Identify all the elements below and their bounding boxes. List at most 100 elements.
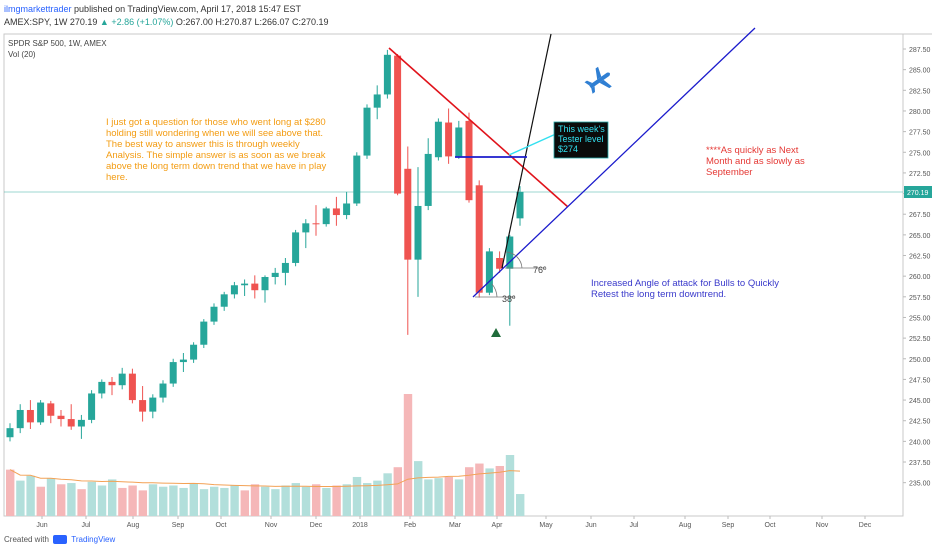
note-left-line: above the long term down trend that we h…: [106, 161, 326, 172]
volume-bar: [414, 461, 423, 516]
chart-header: ilmgmarkettrader published on TradingVie…: [0, 0, 932, 36]
volume-bar: [485, 468, 494, 516]
volume-bar: [301, 486, 311, 516]
candle-body: [47, 403, 55, 416]
candle-body: [77, 419, 85, 427]
volume-bar: [97, 485, 107, 516]
author-link[interactable]: ilmgmarkettrader: [4, 4, 72, 14]
volume-bar: [403, 394, 413, 516]
support-trend-line: [472, 27, 756, 298]
candle-body: [261, 276, 269, 291]
volume-bar: [516, 494, 525, 516]
volume-bar: [424, 479, 433, 516]
airplane-tail: [584, 80, 596, 94]
volume-bar: [291, 483, 300, 516]
published-text: published on TradingView.com, April 17, …: [74, 4, 302, 14]
y-tick-label: 235.00: [909, 481, 931, 488]
volume-bar: [373, 480, 382, 516]
volume-bar: [210, 486, 219, 516]
volume-bar: [312, 484, 321, 516]
volume-bar: [383, 473, 392, 516]
x-tick-label: Nov: [265, 522, 278, 529]
note-right-line: September: [706, 167, 752, 178]
y-tick-label: 282.50: [909, 88, 931, 95]
tradingview-link[interactable]: TradingView: [71, 535, 116, 544]
volume-bar: [189, 483, 198, 516]
chart-title: SPDR S&P 500, 1W, AMEX: [8, 39, 107, 48]
x-tick-label: 2018: [352, 522, 368, 529]
x-tick-label: Dec: [859, 522, 872, 529]
angle-label-38: 38º: [502, 294, 516, 304]
y-tick-label: 285.00: [909, 68, 931, 75]
candle-body: [292, 232, 300, 263]
candle-body: [485, 251, 493, 293]
volume-bar: [159, 486, 168, 516]
volume-bar: [454, 479, 464, 516]
candle-body: [169, 362, 177, 384]
volume-bar: [6, 469, 15, 516]
candle-body: [322, 208, 330, 225]
y-tick-label: 242.50: [909, 419, 931, 426]
volume-bar: [261, 486, 270, 516]
last-price-label: 270.19: [907, 190, 929, 197]
y-tick-label: 262.50: [909, 254, 931, 261]
y-tick-label: 255.00: [909, 315, 931, 322]
y-tick-label: 250.00: [909, 357, 931, 364]
note-blue-line: Retest the long term downtrend.: [591, 289, 726, 300]
candle-body: [108, 381, 116, 386]
y-tick-label: 260.00: [909, 274, 931, 281]
candle-body: [67, 419, 75, 427]
angle-label-76: 76º: [533, 265, 547, 275]
candle-body: [149, 397, 157, 412]
volume-bar: [169, 485, 178, 516]
candle-body: [332, 208, 340, 216]
volume-bar: [16, 480, 25, 516]
candle-body: [26, 409, 34, 423]
note-blue-line: Increased Angle of attack for Bulls to Q…: [591, 278, 779, 289]
x-tick-label: Sep: [722, 522, 735, 529]
candle-body: [312, 223, 320, 225]
candle-body: [383, 54, 391, 95]
x-tick-label: Aug: [127, 522, 140, 529]
candle-body: [159, 383, 167, 398]
price-change: ▲ +2.86 (+1.07%): [99, 17, 174, 27]
note-left-line: here.: [106, 172, 128, 183]
volume-bar: [57, 484, 66, 516]
volume-bar: [505, 455, 515, 516]
x-tick-label: Jun: [585, 522, 596, 529]
callout-box: [553, 121, 609, 159]
note-left-line: Analysis. The simple answer is as soon a…: [106, 150, 326, 161]
candle-body: [241, 283, 249, 286]
y-tick-label: 245.00: [909, 398, 931, 405]
candle-body: [88, 393, 96, 420]
callout-text-line: Tester level: [558, 134, 604, 144]
volume-bar: [281, 485, 290, 516]
x-tick-label: Sep: [172, 522, 185, 529]
candle-body: [445, 122, 453, 157]
candle-body: [353, 155, 361, 204]
candle-body: [57, 415, 65, 420]
y-tick-label: 237.50: [909, 460, 931, 467]
candle-body: [496, 257, 504, 269]
y-tick-label: 280.00: [909, 109, 931, 116]
volume-bar: [26, 475, 35, 516]
volume-bar: [199, 489, 209, 516]
volume-bar: [220, 487, 229, 516]
x-tick-label: Feb: [404, 522, 416, 529]
candle-body: [363, 107, 371, 156]
candle-body: [455, 127, 463, 157]
candle-body: [404, 168, 412, 260]
candle-body: [373, 94, 381, 108]
volume-bar: [36, 486, 45, 516]
volume-bar: [465, 467, 474, 516]
note-left-line: The best way to answer this is through w…: [106, 139, 300, 150]
candle-body: [465, 120, 473, 201]
y-tick-label: 265.00: [909, 233, 931, 240]
candle-body: [139, 400, 147, 412]
volume-bar: [87, 481, 96, 516]
candle-body: [230, 285, 238, 295]
last-price-tag: [904, 186, 932, 198]
candle-body: [6, 428, 14, 438]
volume-bar: [434, 478, 443, 516]
